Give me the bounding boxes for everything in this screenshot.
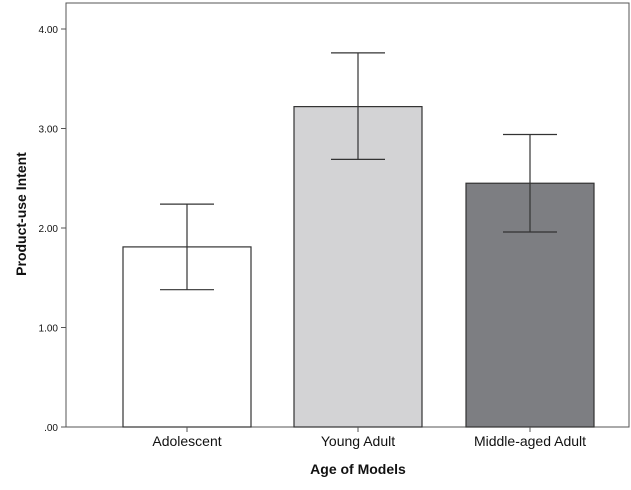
x-axis-tick-labels: Adolescent Young Adult Middle-aged Adult xyxy=(152,427,586,449)
x-tick-label: Adolescent xyxy=(152,433,221,449)
y-tick-label: 4.00 xyxy=(39,25,59,36)
y-axis-ticks: .00 1.00 2.00 3.00 4.00 xyxy=(39,25,66,434)
y-axis-title: Product-use Intent xyxy=(13,152,29,276)
y-tick-label: 2.00 xyxy=(39,224,59,235)
x-tick-label: Middle-aged Adult xyxy=(474,433,586,449)
bars xyxy=(122,106,595,428)
x-axis-title: Age of Models xyxy=(310,461,406,477)
x-tick-label: Young Adult xyxy=(321,433,395,449)
error-bars xyxy=(160,52,557,291)
y-tick-label: 1.00 xyxy=(39,324,59,335)
y-tick-label: 3.00 xyxy=(39,125,59,136)
y-tick-label: .00 xyxy=(44,423,58,434)
